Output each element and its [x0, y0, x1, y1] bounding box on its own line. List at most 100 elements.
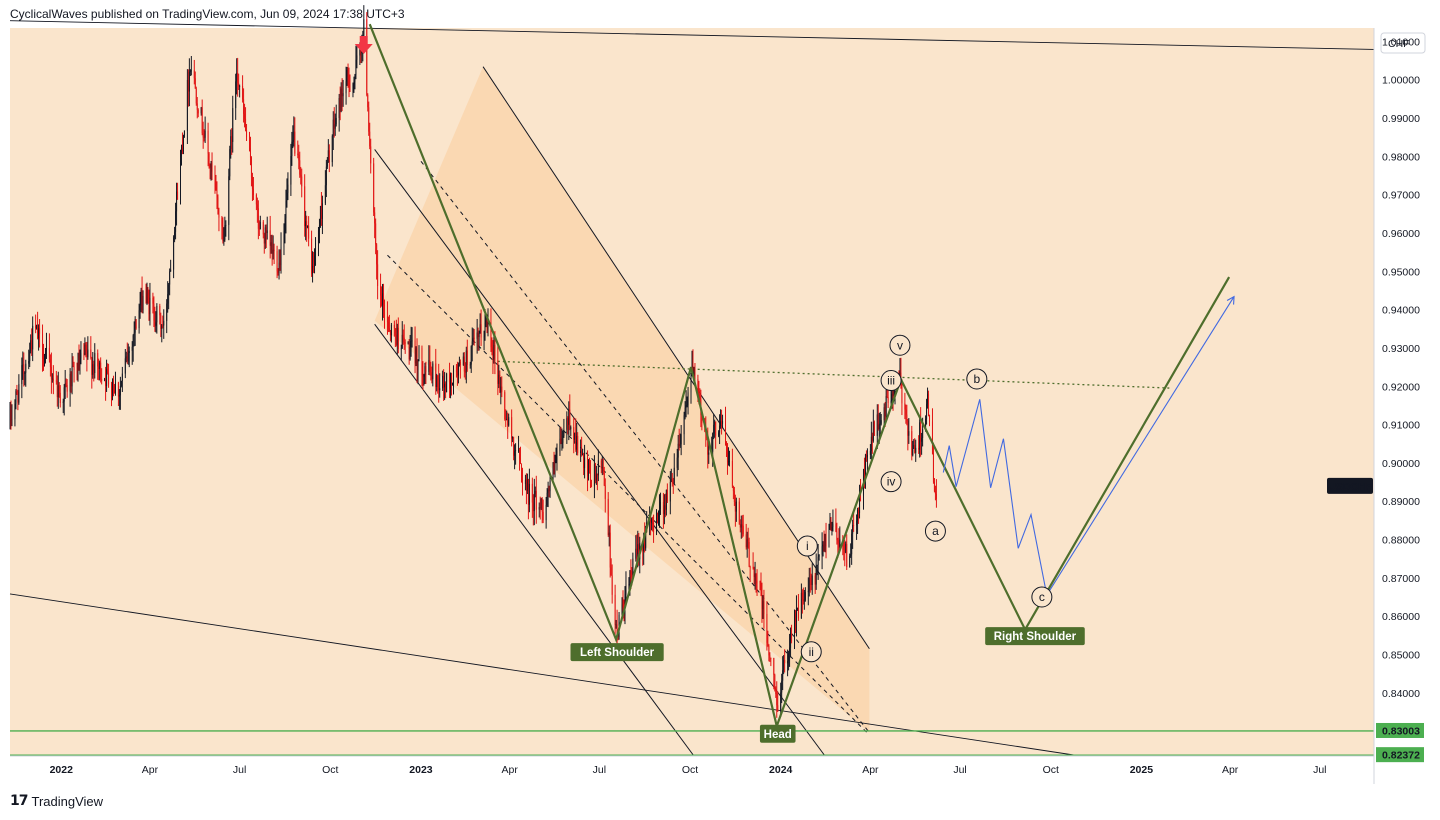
wave-label-text: v	[897, 338, 903, 352]
candle	[662, 492, 664, 529]
candle	[616, 609, 618, 648]
candle	[609, 524, 611, 578]
candle	[284, 214, 286, 244]
candle	[325, 159, 327, 198]
candle-body	[462, 356, 464, 365]
candle-body	[44, 351, 46, 355]
candle-body	[400, 348, 402, 350]
candle	[127, 343, 129, 365]
top-resistance-line	[9, 20, 1375, 50]
candle-body	[773, 657, 775, 675]
candle	[388, 314, 390, 332]
candle	[35, 314, 37, 334]
candle-body	[752, 567, 754, 568]
time-tick-label: Oct	[1043, 764, 1059, 776]
candle	[174, 226, 176, 243]
candle	[901, 379, 903, 416]
candle-body	[244, 113, 246, 119]
candle-body	[163, 320, 165, 326]
candle-body	[315, 242, 317, 256]
candle	[55, 370, 57, 385]
candle	[774, 673, 776, 692]
candle	[593, 455, 595, 499]
candle	[163, 309, 165, 339]
candle	[531, 477, 533, 518]
candle-body	[818, 554, 820, 557]
candle-body	[718, 432, 720, 436]
candle-body	[338, 98, 340, 118]
candle-body	[883, 407, 885, 421]
candle	[118, 389, 120, 410]
candle-body	[141, 290, 143, 310]
candle	[506, 410, 508, 421]
price-tick-label: 0.88000	[1382, 535, 1420, 547]
candle	[99, 360, 101, 381]
candle-body	[428, 360, 430, 372]
candle	[37, 311, 39, 340]
candle	[677, 434, 679, 471]
candle	[50, 352, 52, 394]
candle	[727, 447, 729, 466]
tradingview-footer[interactable]: 17 TradingView	[10, 793, 103, 809]
candle-body	[864, 454, 866, 479]
candle-body	[264, 227, 266, 244]
candle	[86, 341, 88, 372]
candle-body	[48, 347, 50, 360]
candle	[63, 384, 65, 416]
candle	[411, 327, 413, 348]
candle-body	[797, 608, 799, 619]
candle	[258, 220, 260, 236]
candle	[862, 468, 864, 510]
candle	[769, 652, 771, 662]
candle-body	[609, 532, 611, 568]
candle-body	[114, 382, 116, 394]
candle-body	[534, 490, 536, 494]
candle	[734, 494, 736, 527]
candle	[278, 249, 280, 280]
currency-label: CHF	[1388, 38, 1410, 50]
candle	[98, 358, 100, 381]
candle	[197, 108, 199, 118]
candle	[279, 249, 281, 271]
candle-body	[538, 507, 540, 510]
candle-body	[708, 452, 710, 455]
candle	[79, 349, 81, 375]
candle-body	[780, 692, 782, 712]
candle	[218, 207, 220, 232]
candle	[464, 362, 466, 380]
candle-body	[892, 393, 894, 396]
candle-body	[36, 324, 38, 329]
time-tick-label: Apr	[862, 764, 879, 776]
candle-body	[285, 200, 287, 219]
candle-body	[442, 375, 444, 389]
candle-body	[236, 72, 238, 82]
candle	[225, 220, 227, 237]
candle-body	[52, 378, 54, 381]
candle	[386, 301, 388, 335]
candle-body	[768, 646, 770, 656]
candle-body	[201, 107, 203, 134]
candle-body	[793, 612, 795, 642]
candle-body	[105, 378, 107, 386]
candle-body	[919, 422, 921, 450]
candle-body	[912, 448, 914, 456]
candle-body	[389, 330, 391, 336]
candle-body	[677, 443, 679, 458]
candle	[363, 5, 365, 40]
candle-body	[515, 450, 517, 452]
candle-body	[14, 403, 16, 420]
candle-body	[147, 292, 149, 298]
candle	[347, 63, 349, 88]
candle	[216, 181, 218, 210]
candle-body	[934, 491, 936, 494]
pattern-tag-box	[985, 627, 1085, 646]
candle	[72, 356, 74, 368]
candle	[927, 387, 929, 409]
candle-body	[748, 542, 750, 567]
candle	[451, 372, 453, 396]
candle-body	[390, 324, 392, 336]
candle	[126, 342, 128, 364]
candle-body	[470, 346, 472, 365]
candle	[532, 494, 534, 526]
